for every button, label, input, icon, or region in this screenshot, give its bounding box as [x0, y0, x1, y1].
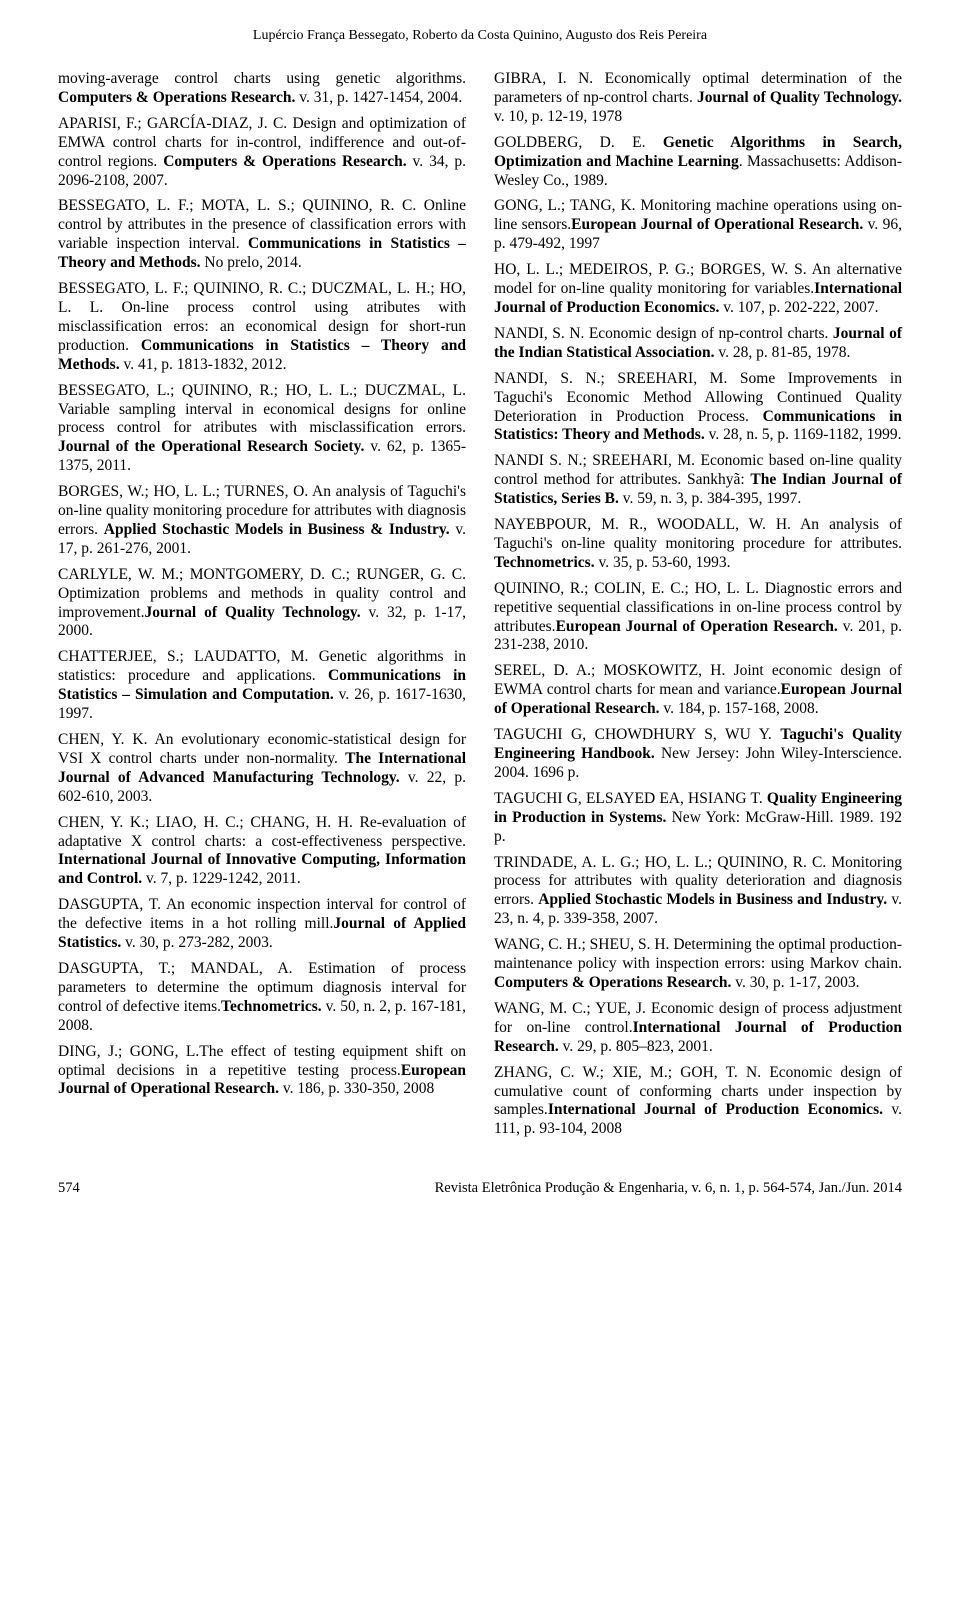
reference-entry: NAYEBPOUR, M. R., WOODALL, W. H. An anal… [494, 516, 902, 573]
left-column: moving-average control charts using gene… [58, 70, 466, 1146]
right-column: GIBRA, I. N. Economically optimal determ… [494, 70, 902, 1146]
reference-entry: TRINDADE, A. L. G.; HO, L. L.; QUININO, … [494, 854, 902, 930]
page-number: 574 [58, 1180, 80, 1197]
reference-entry: NANDI, S. N.; SREEHARI, M. Some Improvem… [494, 370, 902, 446]
reference-entry: WANG, M. C.; YUE, J. Economic design of … [494, 1000, 902, 1057]
reference-entry: BESSEGATO, L. F.; MOTA, L. S.; QUININO, … [58, 197, 466, 273]
reference-entry: CHATTERJEE, S.; LAUDATTO, M. Genetic alg… [58, 648, 466, 724]
reference-entry: GIBRA, I. N. Economically optimal determ… [494, 70, 902, 127]
page-footer: 574 Revista Eletrônica Produção & Engenh… [58, 1180, 902, 1197]
reference-entry: GOLDBERG, D. E. Genetic Algorithms in Se… [494, 134, 902, 191]
reference-entry: BORGES, W.; HO, L. L.; TURNES, O. An ana… [58, 483, 466, 559]
reference-entry: GONG, L.; TANG, K. Monitoring machine op… [494, 197, 902, 254]
reference-entry: BESSEGATO, L.; QUININO, R.; HO, L. L.; D… [58, 382, 466, 477]
footer-citation: Revista Eletrônica Produção & Engenharia… [435, 1180, 902, 1197]
reference-entry: moving-average control charts using gene… [58, 70, 466, 108]
reference-entry: CHEN, Y. K.; LIAO, H. C.; CHANG, H. H. R… [58, 814, 466, 890]
reference-entry: HO, L. L.; MEDEIROS, P. G.; BORGES, W. S… [494, 261, 902, 318]
reference-entry: APARISI, F.; GARCÍA-DIAZ, J. C. Design a… [58, 115, 466, 191]
reference-entry: WANG, C. H.; SHEU, S. H. Determining the… [494, 936, 902, 993]
reference-entry: CHEN, Y. K. An evolutionary economic-sta… [58, 731, 466, 807]
reference-entry: BESSEGATO, L. F.; QUININO, R. C.; DUCZMA… [58, 280, 466, 375]
reference-entry: ZHANG, C. W.; XIE, M.; GOH, T. N. Econom… [494, 1064, 902, 1140]
reference-entry: NANDI, S. N. Economic design of np-contr… [494, 325, 902, 363]
reference-entry: SEREL, D. A.; MOSKOWITZ, H. Joint econom… [494, 662, 902, 719]
header-authors: Lupércio França Bessegato, Roberto da Co… [58, 28, 902, 44]
reference-entry: TAGUCHI G, CHOWDHURY S, WU Y. Taguchi's … [494, 726, 902, 783]
reference-entry: DASGUPTA, T.; MANDAL, A. Estimation of p… [58, 960, 466, 1036]
reference-entry: NANDI S. N.; SREEHARI, M. Economic based… [494, 452, 902, 509]
reference-entry: TAGUCHI G, ELSAYED EA, HSIANG T. Quality… [494, 790, 902, 847]
reference-columns: moving-average control charts using gene… [58, 70, 902, 1146]
reference-entry: DASGUPTA, T. An economic inspection inte… [58, 896, 466, 953]
reference-entry: QUININO, R.; COLIN, E. C.; HO, L. L. Dia… [494, 580, 902, 656]
reference-entry: DING, J.; GONG, L.The effect of testing … [58, 1043, 466, 1100]
reference-entry: CARLYLE, W. M.; MONTGOMERY, D. C.; RUNGE… [58, 566, 466, 642]
